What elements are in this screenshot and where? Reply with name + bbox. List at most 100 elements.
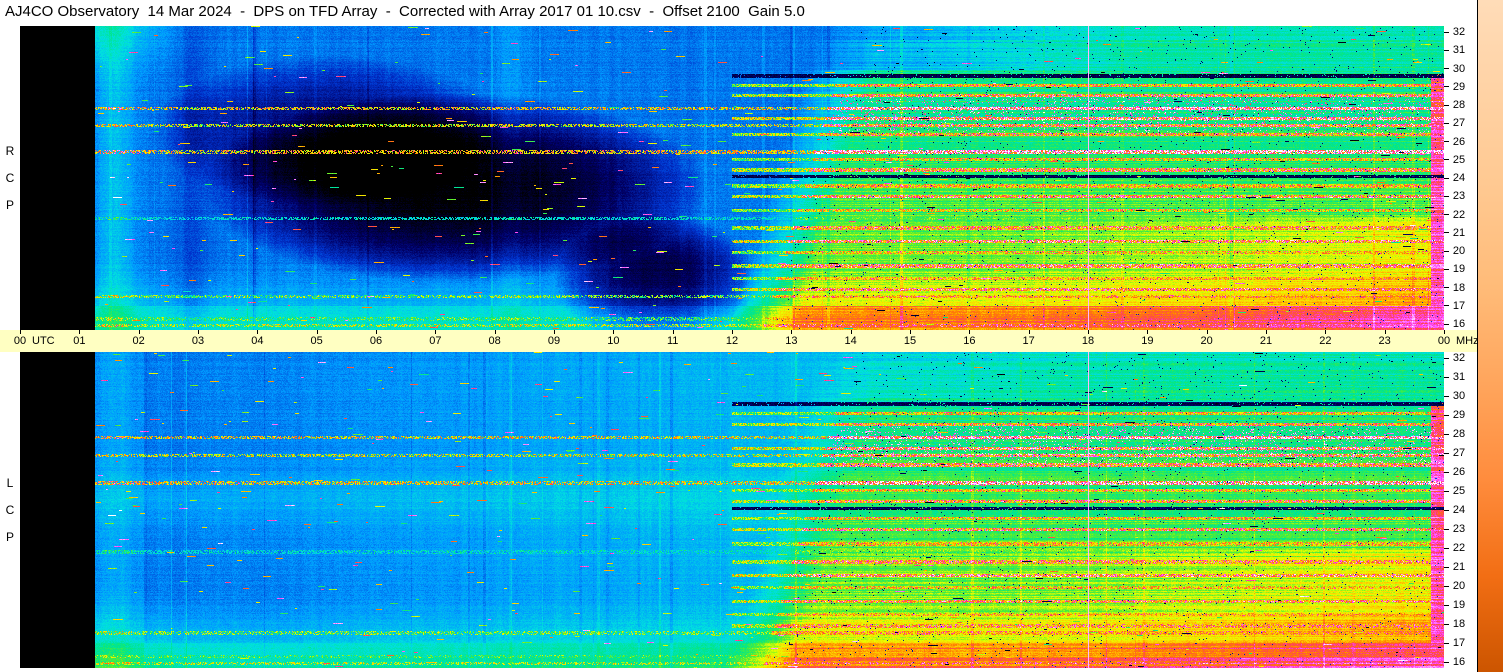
freq-tick-label: 27 xyxy=(1452,447,1466,459)
freq-tick xyxy=(1444,623,1449,625)
panel-letter: P xyxy=(5,198,14,212)
panel-letter: C xyxy=(5,171,15,185)
time-tick-label: 16 xyxy=(963,335,976,347)
freq-tick xyxy=(1444,357,1449,359)
freq-tick-label: 16 xyxy=(1452,656,1466,668)
time-tick xyxy=(613,330,615,334)
freq-axis-unit: MHz xyxy=(1456,335,1479,347)
time-tick-label: 14 xyxy=(844,335,857,347)
time-tick-label: 13 xyxy=(785,335,798,347)
time-tick xyxy=(969,330,971,334)
freq-tick-label: 30 xyxy=(1452,62,1466,75)
freq-tick-label: 19 xyxy=(1452,599,1466,611)
freq-tick xyxy=(1444,268,1449,270)
time-tick xyxy=(138,330,140,334)
freq-tick-label: 22 xyxy=(1452,542,1466,554)
freq-tick-label: 28 xyxy=(1452,99,1466,111)
time-tick-label: 00 xyxy=(1437,335,1451,347)
freq-tick-label: 29 xyxy=(1452,409,1466,421)
freq-tick xyxy=(1444,122,1449,124)
freq-tick xyxy=(1444,414,1449,416)
freq-tick xyxy=(1444,141,1449,142)
freq-tick xyxy=(1444,305,1449,307)
freq-tick xyxy=(1444,566,1449,568)
freq-tick xyxy=(1444,214,1449,215)
time-tick-label: 23 xyxy=(1378,335,1391,347)
time-tick-label: 11 xyxy=(666,335,679,347)
freq-tick xyxy=(1444,395,1449,397)
time-tick xyxy=(850,330,852,334)
freq-tick xyxy=(1444,177,1449,179)
freq-tick-label: 24 xyxy=(1452,504,1466,516)
time-tick xyxy=(257,330,259,334)
freq-tick-label: 27 xyxy=(1452,117,1466,130)
time-tick-label: 20 xyxy=(1200,335,1213,347)
time-tick xyxy=(1028,330,1030,334)
freq-tick-label: 16 xyxy=(1452,318,1466,330)
freq-tick xyxy=(1444,159,1449,161)
panel-letter: L xyxy=(6,476,14,490)
window-title: AJ4CO Observatory 14 Mar 2024 - DPS on T… xyxy=(5,3,805,20)
time-tick xyxy=(672,330,674,334)
freq-tick xyxy=(1444,490,1449,492)
panel-letter: P xyxy=(5,530,14,544)
time-tick xyxy=(1384,330,1386,334)
freq-tick-label: 30 xyxy=(1452,390,1466,402)
time-tick-label: 05 xyxy=(310,335,323,347)
freq-tick-label: 20 xyxy=(1452,580,1466,592)
freq-tick-label: 29 xyxy=(1452,80,1466,93)
time-tick-label: 08 xyxy=(488,335,501,347)
freq-tick xyxy=(1444,661,1449,663)
freq-tick xyxy=(1444,323,1449,325)
freq-tick-label: 18 xyxy=(1452,618,1466,630)
time-tick-label: 10 xyxy=(607,335,620,347)
freq-tick xyxy=(1444,31,1449,33)
time-tick-label: 18 xyxy=(1081,335,1095,347)
panel-letter: R xyxy=(5,144,15,158)
time-tick xyxy=(20,330,21,334)
time-tick-label: 02 xyxy=(132,335,145,347)
freq-tick xyxy=(1444,604,1449,606)
freq-tick xyxy=(1444,49,1449,51)
freq-tick xyxy=(1444,471,1449,473)
time-tick xyxy=(1147,330,1149,334)
freq-tick-label: 23 xyxy=(1452,190,1466,203)
time-tick-label: 19 xyxy=(1141,335,1154,347)
freq-tick-label: 32 xyxy=(1452,352,1466,364)
freq-tick-label: 17 xyxy=(1452,299,1466,312)
freq-tick-label: 21 xyxy=(1452,226,1466,239)
time-tick xyxy=(1444,330,1445,334)
freq-tick xyxy=(1444,547,1449,549)
time-tick-label: 22 xyxy=(1319,335,1332,347)
time-tick xyxy=(732,330,733,334)
time-axis-unit: UTC xyxy=(32,335,55,347)
time-tick xyxy=(376,330,377,334)
panel-letter: C xyxy=(5,503,15,517)
freq-tick-label: 24 xyxy=(1452,172,1466,184)
time-tick-label: 07 xyxy=(429,335,442,347)
time-tick-label: 00 xyxy=(13,335,27,347)
freq-tick-label: 26 xyxy=(1452,466,1466,478)
time-tick xyxy=(1325,330,1327,334)
time-tick xyxy=(79,330,81,334)
freq-tick-label: 25 xyxy=(1452,153,1466,166)
freq-tick-label: 32 xyxy=(1452,26,1466,38)
time-tick xyxy=(316,330,318,334)
time-tick-label: 12 xyxy=(725,335,739,347)
freq-tick xyxy=(1444,585,1449,587)
freq-tick-label: 18 xyxy=(1452,281,1466,294)
freq-tick-label: 25 xyxy=(1452,485,1466,497)
time-tick xyxy=(1206,330,1208,334)
freq-tick xyxy=(1444,68,1449,69)
freq-tick-label: 19 xyxy=(1452,263,1466,276)
freq-tick xyxy=(1444,452,1449,454)
time-axis: 00 UTC 01 02 03 04 05 06 07 08 09 10 11 12 13 14 15 16 17 1… xyxy=(0,330,1479,352)
time-tick xyxy=(1088,330,1089,334)
freq-tick-label: 31 xyxy=(1452,371,1466,383)
time-tick-label: 09 xyxy=(547,335,561,347)
time-tick xyxy=(791,330,793,334)
time-tick-label: 17 xyxy=(1022,335,1035,347)
